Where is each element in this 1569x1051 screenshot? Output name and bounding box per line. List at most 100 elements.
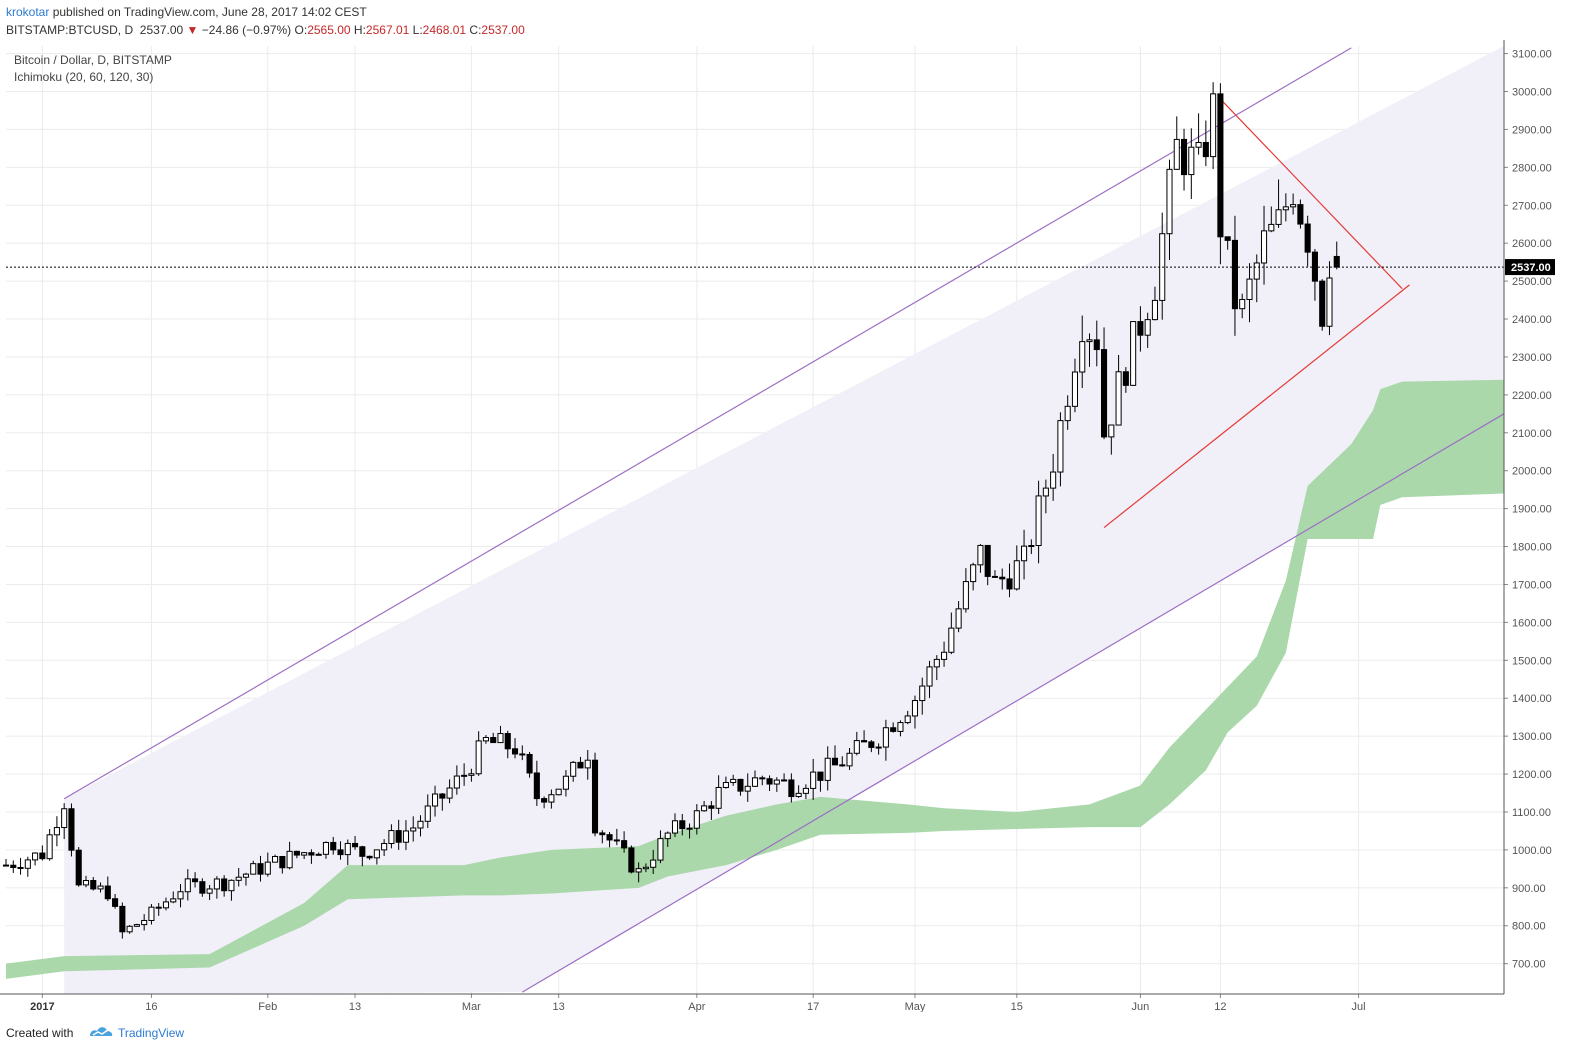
candle-body (126, 925, 133, 933)
candle-body (693, 810, 700, 829)
candle-body (1246, 278, 1253, 300)
candle-body (824, 757, 831, 781)
trend-lines[interactable] (63, 47, 1505, 993)
candle-body (1021, 545, 1028, 562)
candle-body (475, 740, 482, 775)
y-tick-label: 2200.00 (1512, 390, 1552, 402)
candle-body (1202, 141, 1209, 158)
candle-body (773, 779, 780, 785)
y-tick-label: 2000.00 (1512, 466, 1552, 478)
candle-body (962, 581, 969, 610)
candle-body (511, 748, 519, 755)
candle-body (526, 753, 533, 774)
candle-body (715, 786, 722, 809)
candle-body (1275, 209, 1282, 225)
candle-body (671, 820, 679, 834)
candle-body (933, 658, 940, 668)
last-price: 2537.00 (139, 23, 184, 37)
candle-body (112, 898, 119, 907)
candle-body (737, 778, 744, 792)
x-tick-label: Apr (688, 1001, 705, 1012)
y-tick-label: 1800.00 (1512, 542, 1552, 554)
candle-body (1115, 371, 1122, 426)
candle-body (861, 740, 868, 743)
candle-body (591, 759, 599, 834)
channel-lower-line (521, 413, 1505, 993)
candle-body (577, 761, 584, 769)
candle-body (264, 861, 271, 875)
candle-body (1210, 93, 1217, 158)
y-tick-label: 1400.00 (1512, 693, 1552, 705)
candle-body (133, 924, 140, 927)
candle-body (90, 880, 97, 890)
tradingview-logo-icon (90, 1027, 113, 1036)
author-link[interactable]: krokotar (6, 5, 50, 19)
candle-body (272, 855, 279, 863)
chart-axes: 700.00 800.00 900.00 1000.00 1100.00 1200.00 1… (0, 40, 1552, 1012)
y-tick-label: 2900.00 (1512, 124, 1552, 136)
candle-body (1188, 146, 1195, 176)
candle-body (584, 759, 591, 769)
candle-body (1057, 420, 1064, 473)
x-tick-label: Mar (462, 1001, 481, 1012)
tradingview-brand-link[interactable]: TradingView (118, 1026, 185, 1040)
price-chart[interactable]: 700.00 800.00 900.00 1000.00 1100.00 1200.00 1… (0, 40, 1569, 1012)
candle-body (1006, 578, 1013, 590)
x-tick-label: 15 (1011, 1001, 1023, 1012)
candle-body (570, 761, 577, 777)
candle-body (650, 859, 657, 868)
candle-body (388, 830, 395, 844)
candle-body (1195, 141, 1202, 148)
candle-body (1137, 321, 1144, 336)
candle-body (802, 787, 809, 794)
candle-body (628, 847, 635, 873)
y-tick-label: 2500.00 (1512, 276, 1552, 288)
publish-info: published on TradingView.com, June 28, 2… (52, 5, 367, 19)
candle-body (1239, 298, 1246, 310)
candle-body (504, 733, 511, 750)
candle-body (904, 715, 911, 724)
open-label: O: (294, 23, 308, 37)
candle-body (293, 850, 300, 856)
candle-body (39, 852, 46, 860)
candle-body (446, 787, 453, 799)
candle-body (853, 740, 860, 754)
y-tick-label: 3100.00 (1512, 49, 1552, 61)
low-label: L: (412, 23, 423, 37)
candle-body (46, 834, 53, 860)
candle-body (1231, 239, 1238, 310)
candle-body (17, 866, 24, 869)
chart-header: krokotar published on TradingView.com, J… (0, 0, 1569, 40)
candle-body (708, 805, 715, 809)
candle-body (991, 575, 999, 578)
candle-body (730, 778, 737, 784)
candle-body (1333, 255, 1340, 268)
channel-upper-line (63, 47, 1352, 800)
candle-body (315, 853, 322, 856)
candle-body (1253, 262, 1260, 280)
candle-body (221, 878, 228, 892)
candle-body (213, 878, 220, 890)
candle-body (10, 864, 17, 868)
candle-body (497, 733, 504, 744)
candle-body (381, 842, 388, 851)
candle-body (941, 651, 948, 660)
candle-body (1180, 138, 1188, 176)
candle-body (679, 820, 686, 830)
close-value: 2537.00 (481, 23, 525, 37)
channel-fill (64, 46, 1504, 994)
candle-body (439, 793, 446, 799)
last-price-tag: 2537.00 (1505, 259, 1555, 276)
candle-body (1173, 138, 1180, 170)
y-tick-label: 1000.00 (1512, 845, 1552, 857)
candle-body (410, 827, 417, 832)
candle-body (424, 805, 431, 822)
open-value: 2565.00 (307, 23, 351, 37)
candle-body (926, 666, 933, 687)
candle-body (141, 919, 148, 926)
candle-body (490, 737, 497, 744)
candle-body (402, 830, 409, 843)
candle-body (395, 830, 402, 843)
candle-body (184, 878, 191, 893)
y-tick-label: 1900.00 (1512, 504, 1552, 516)
